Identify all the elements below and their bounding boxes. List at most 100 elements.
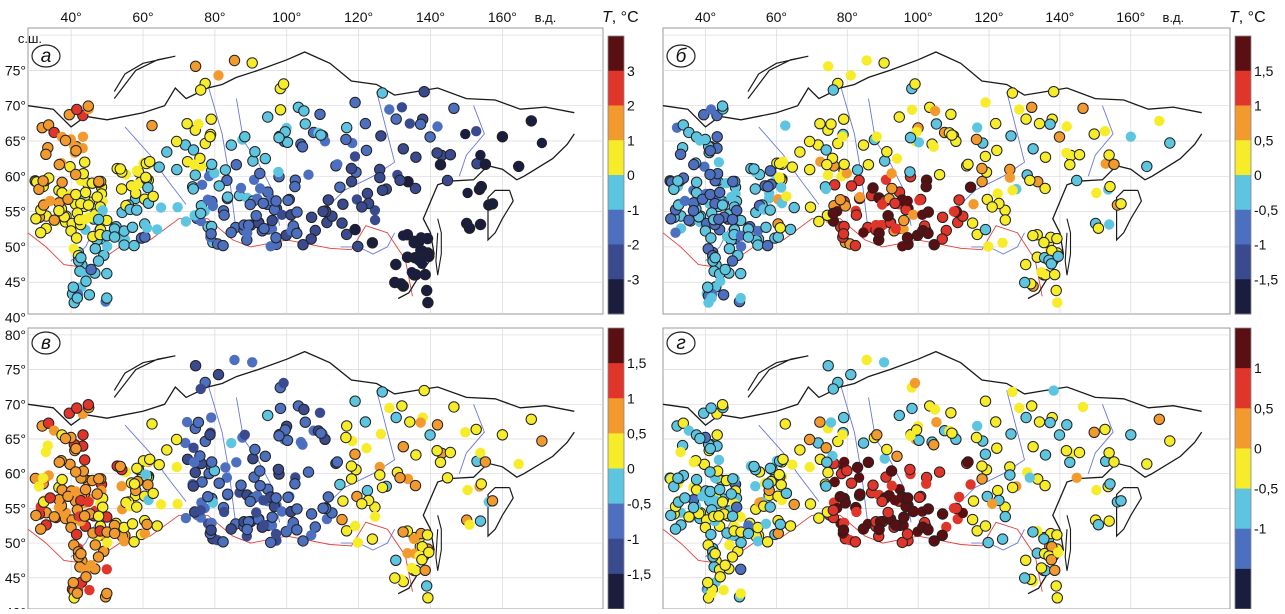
station-dot <box>140 469 151 480</box>
station-dot <box>53 205 65 217</box>
station-dot <box>206 158 218 171</box>
station-dot <box>128 239 140 252</box>
coastline <box>747 55 809 99</box>
station-dot <box>397 441 409 453</box>
lat-tick-label: 80° <box>5 327 26 343</box>
station-dot <box>1026 101 1038 114</box>
colorbar-segment <box>608 279 624 315</box>
station-dot <box>317 205 329 218</box>
station-dot <box>1092 222 1105 234</box>
station-dot <box>314 108 326 121</box>
station-dot <box>724 539 735 551</box>
lon-direction-label: в.д. <box>535 10 557 25</box>
station-dot <box>171 163 183 176</box>
station-dot <box>704 188 716 201</box>
station-dot <box>266 520 278 531</box>
colorbar-segment <box>1235 244 1251 280</box>
colorbar-segment <box>608 503 624 540</box>
station-dot <box>873 523 885 536</box>
coastline <box>1064 515 1072 571</box>
station-dot <box>394 472 406 484</box>
station-dot <box>220 462 231 473</box>
station-dot <box>1019 258 1032 271</box>
station-dot <box>115 183 128 195</box>
station-dot <box>714 571 726 583</box>
colorbar-unit-title: T, °C <box>602 9 639 26</box>
station-dot <box>235 182 247 194</box>
colorbar-segment <box>608 398 624 434</box>
station-dot <box>142 181 154 194</box>
station-dot <box>971 525 983 537</box>
station-dot <box>84 584 95 596</box>
lat-tick-label: 70° <box>5 396 26 412</box>
station-dot <box>374 171 386 184</box>
station-dot <box>340 228 353 241</box>
colorbar-segment <box>1235 36 1251 72</box>
station-dot <box>1045 554 1058 566</box>
station-dot <box>953 194 965 206</box>
station-dot <box>30 509 42 522</box>
map-panel-v: в <box>28 328 603 609</box>
station-dot <box>406 267 417 278</box>
colorbar-segment <box>608 363 624 399</box>
panel-letter: г <box>676 333 685 354</box>
station-dot <box>80 275 92 287</box>
colorbar-tick-label: 3 <box>627 63 635 79</box>
colorbar-segment <box>608 244 624 280</box>
station-dot <box>966 217 979 229</box>
station-dot <box>409 479 422 492</box>
station-dot <box>273 166 284 178</box>
station-dot <box>743 520 754 531</box>
station-dot <box>187 183 200 195</box>
lat-tick-label: 70° <box>5 98 26 114</box>
lon-tick-label: 160° <box>488 9 517 25</box>
station-dot <box>1064 159 1076 171</box>
station-dot <box>764 165 777 177</box>
station-dot <box>71 402 83 414</box>
station-dot <box>953 491 965 503</box>
station-dot <box>278 377 289 389</box>
station-dot <box>837 228 850 240</box>
station-dot <box>83 496 94 508</box>
station-dot <box>71 103 83 116</box>
station-dot <box>838 411 850 424</box>
station-dot <box>735 511 746 523</box>
station-dot <box>936 233 948 245</box>
station-dot <box>67 576 80 589</box>
station-dot <box>205 113 217 125</box>
colorbar-tick-label: 1 <box>627 132 635 148</box>
station-dot <box>102 241 113 252</box>
lon-tick-label: 80° <box>204 9 225 25</box>
station-dot <box>114 460 127 473</box>
station-dot <box>418 86 430 98</box>
station-dot <box>706 292 717 304</box>
panel-letter-badge <box>31 44 61 68</box>
station-dot <box>1005 428 1017 440</box>
station-dot <box>983 241 994 252</box>
station-dot <box>936 508 949 520</box>
station-dot <box>704 485 716 498</box>
station-dot <box>913 491 926 503</box>
station-dot <box>131 501 143 513</box>
station-dot <box>258 495 269 506</box>
colorbar-tick-label: 1 <box>627 390 635 406</box>
colorbar-unit-title: T, °C <box>1229 9 1266 26</box>
station-dot <box>298 105 310 117</box>
station-dot <box>820 144 832 156</box>
colorbar-tick-label: -1 <box>1254 237 1267 253</box>
station-dot <box>862 159 875 171</box>
station-dot <box>79 454 91 466</box>
station-dot <box>788 498 800 511</box>
station-dot <box>878 357 890 368</box>
river-line <box>458 404 485 474</box>
station-dot <box>423 250 435 262</box>
station-dot <box>462 484 473 496</box>
lon-tick-label: 100° <box>272 9 301 25</box>
station-dot <box>188 457 200 468</box>
station-dot <box>479 158 492 171</box>
station-dot <box>239 131 251 143</box>
station-dot <box>155 202 167 213</box>
station-dot <box>221 472 233 483</box>
station-dot <box>896 536 908 549</box>
station-dot <box>775 479 787 491</box>
